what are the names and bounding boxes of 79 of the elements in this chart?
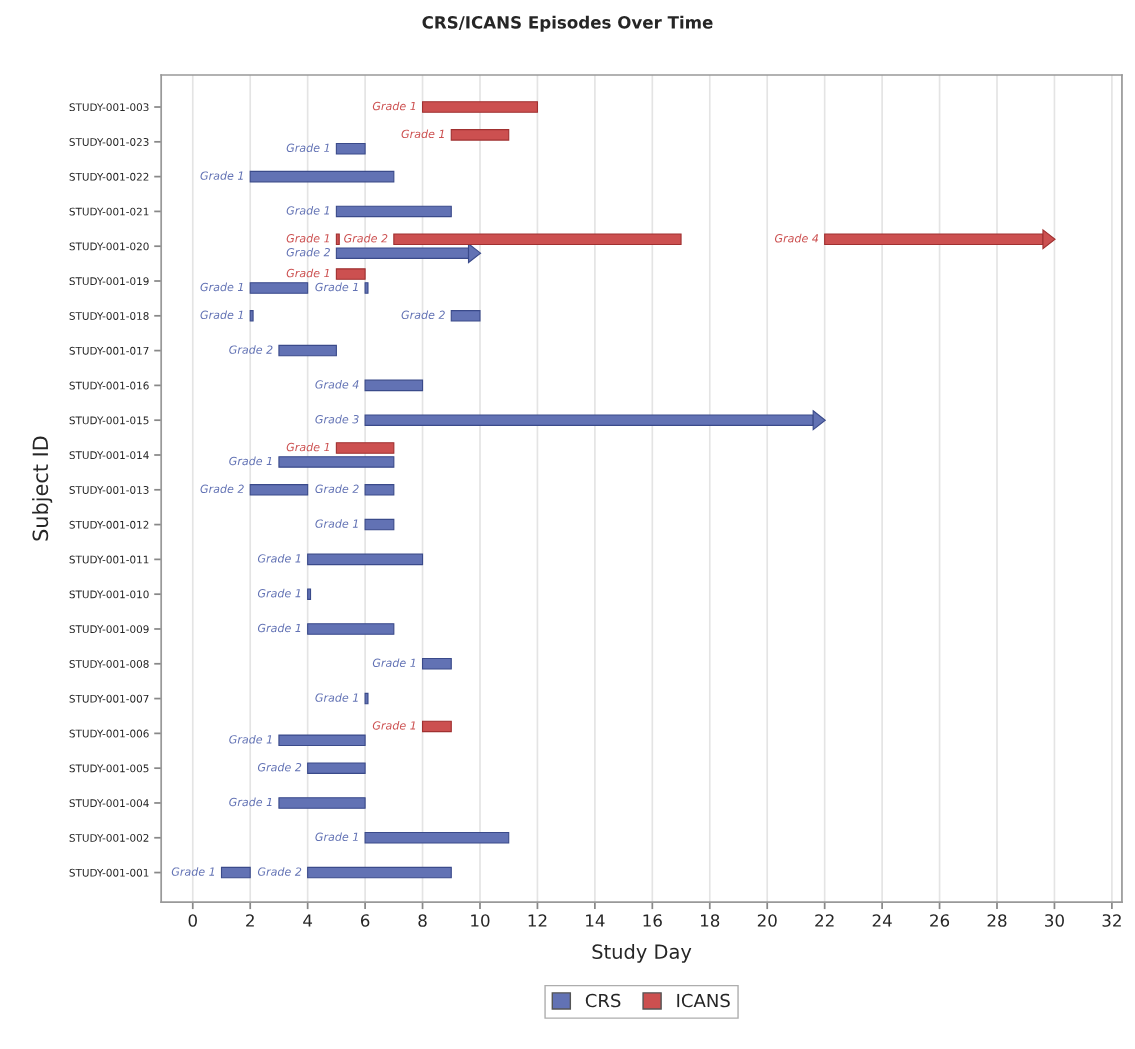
data-label: Grade 1 — [315, 693, 358, 702]
data-label: Grade 4 — [315, 380, 359, 389]
y-tick-label: STUDY-001-011 — [69, 555, 149, 564]
legend-label: ICANS — [677, 993, 730, 1008]
y-tick-label: STUDY-001-018 — [69, 312, 149, 320]
data-label: Grade 1 — [200, 310, 243, 320]
data-label: Grade 1 — [372, 101, 416, 111]
y-tick-label: STUDY-001-012 — [69, 520, 149, 529]
x-tick-label: 26 — [930, 914, 950, 927]
data-label: Grade 1 — [200, 282, 243, 292]
data-label: Grade 1 — [286, 206, 329, 215]
data-label: Grade 2 — [286, 247, 330, 257]
x-tick-label: 10 — [471, 914, 490, 927]
data-label: Grade 2 — [257, 762, 302, 772]
data-label: Grade 1 — [315, 519, 358, 528]
y-tick-label: STUDY-001-020 — [69, 242, 149, 251]
legend-label: CRS — [585, 993, 621, 1008]
y-tick-label: STUDY-001-023 — [69, 138, 149, 146]
y-tick-label: STUDY-001-002 — [69, 833, 149, 842]
data-label: Grade 1 — [286, 442, 329, 452]
y-tick-label: STUDY-001-007 — [69, 694, 149, 703]
data-label: Grade 1 — [315, 832, 358, 841]
data-label: Grade 2 — [257, 867, 302, 876]
y-tick-label: STUDY-001-013 — [69, 486, 149, 494]
data-label: Grade 3 — [315, 414, 359, 424]
data-label: Grade 1 — [200, 171, 243, 180]
x-axis-title: Study Day — [592, 943, 692, 963]
x-tick-label: 28 — [987, 914, 1007, 927]
data-label: Grade 1 — [257, 588, 301, 598]
data-label: Grade 2 — [229, 345, 273, 354]
data-label: Grade 2 — [200, 484, 244, 494]
x-tick-label: 6 — [360, 914, 370, 927]
y-tick-label: STUDY-001-014 — [69, 451, 149, 460]
data-label: Grade 1 — [315, 282, 358, 292]
x-tick-label: 32 — [1102, 914, 1121, 927]
x-tick-label: 20 — [757, 914, 777, 927]
y-tick-label: STUDY-001-008 — [69, 660, 149, 668]
x-tick-label: 4 — [303, 914, 313, 927]
x-tick-label: 30 — [1045, 914, 1064, 927]
y-tick-label: STUDY-001-010 — [69, 590, 149, 599]
data-label: Grade 1 — [229, 797, 272, 807]
y-tick-label: STUDY-001-006 — [69, 729, 149, 738]
y-tick-label: STUDY-001-021 — [69, 207, 149, 216]
data-label: Grade 4 — [774, 233, 819, 243]
data-label: Grade 1 — [372, 721, 416, 730]
data-label: Grade 1 — [229, 734, 272, 744]
y-tick-label: STUDY-001-016 — [69, 381, 149, 390]
y-tick-label: STUDY-001-019 — [69, 277, 149, 286]
y-tick-label: STUDY-001-001 — [69, 868, 149, 877]
x-tick-label: 8 — [418, 914, 427, 927]
x-tick-label: 0 — [188, 914, 197, 927]
data-label: Grade 1 — [229, 456, 272, 466]
x-tick-label: 18 — [701, 914, 720, 927]
data-label: Grade 2 — [344, 233, 388, 243]
y-tick-label: STUDY-001-017 — [69, 346, 149, 355]
data-label: Grade 2 — [401, 310, 445, 320]
chart-title: CRS/ICANS Episodes Over Time — [422, 15, 713, 32]
data-label: Grade 1 — [372, 658, 416, 667]
y-tick-label: STUDY-001-022 — [69, 172, 149, 181]
y-tick-label: STUDY-001-003 — [69, 103, 149, 112]
data-label: Grade 1 — [286, 233, 329, 243]
data-label: Grade 1 — [257, 623, 301, 633]
x-tick-label: 14 — [586, 914, 605, 927]
y-tick-label: STUDY-001-005 — [69, 764, 149, 773]
data-label: Grade 1 — [257, 554, 301, 563]
x-tick-label: 16 — [643, 914, 662, 927]
x-tick-label: 22 — [815, 914, 834, 927]
x-tick-label: 24 — [872, 914, 892, 927]
data-label: Grade 1 — [171, 867, 215, 876]
x-tick-label: 2 — [246, 914, 254, 927]
data-label: Grade 1 — [401, 129, 444, 139]
y-axis-title: Subject ID — [32, 436, 53, 541]
x-tick-label: 12 — [528, 914, 547, 927]
data-label: Grade 1 — [286, 268, 329, 278]
data-label: Grade 2 — [315, 484, 359, 494]
data-label: Grade 1 — [286, 143, 329, 152]
y-tick-label: STUDY-001-004 — [69, 799, 149, 808]
y-tick-label: STUDY-001-015 — [69, 416, 149, 425]
y-tick-label: STUDY-001-009 — [69, 625, 149, 634]
